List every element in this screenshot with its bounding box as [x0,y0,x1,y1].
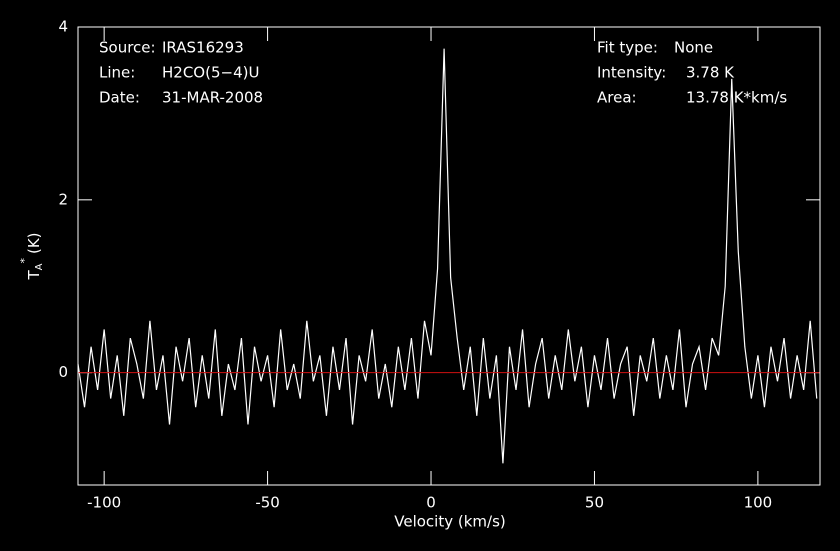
x-tick-label: -100 [87,494,121,512]
annotation-label: Fit type: [597,39,658,57]
annotation-label: Source: [99,39,156,57]
x-tick-label: 50 [585,494,604,512]
annotation-value: 13.78 K*km/s [686,89,787,107]
x-tick-label: -50 [255,494,280,512]
annotation-label: Date: [99,89,140,107]
y-label-main: T [25,270,43,281]
x-axis-label: Velocity (km/s) [394,513,505,531]
y-label-sup: * [18,258,31,264]
annotation-label: Area: [597,89,637,107]
annotation-label: Line: [99,64,135,82]
annotation-value: None [674,39,713,57]
spectrum-line [77,48,818,464]
annotation-value: 31-MAR-2008 [162,89,263,107]
y-label-unit: (K) [25,232,43,254]
y-label-sub: A [34,263,45,270]
y-tick-label: 0 [58,363,68,381]
y-tick-label: 4 [58,18,68,36]
x-tick-label: 0 [426,494,436,512]
plot-frame [77,26,821,486]
y-tick-label: 2 [58,190,68,208]
annotation-label: Intensity: [597,64,666,82]
annotation-value: 3.78 K [686,64,735,82]
y-axis-label: TA* (K) [18,232,45,280]
annotation-value: IRAS16293 [162,39,244,57]
annotation-value: H2CO(5−4)U [162,64,259,82]
x-tick-label: 100 [744,494,773,512]
